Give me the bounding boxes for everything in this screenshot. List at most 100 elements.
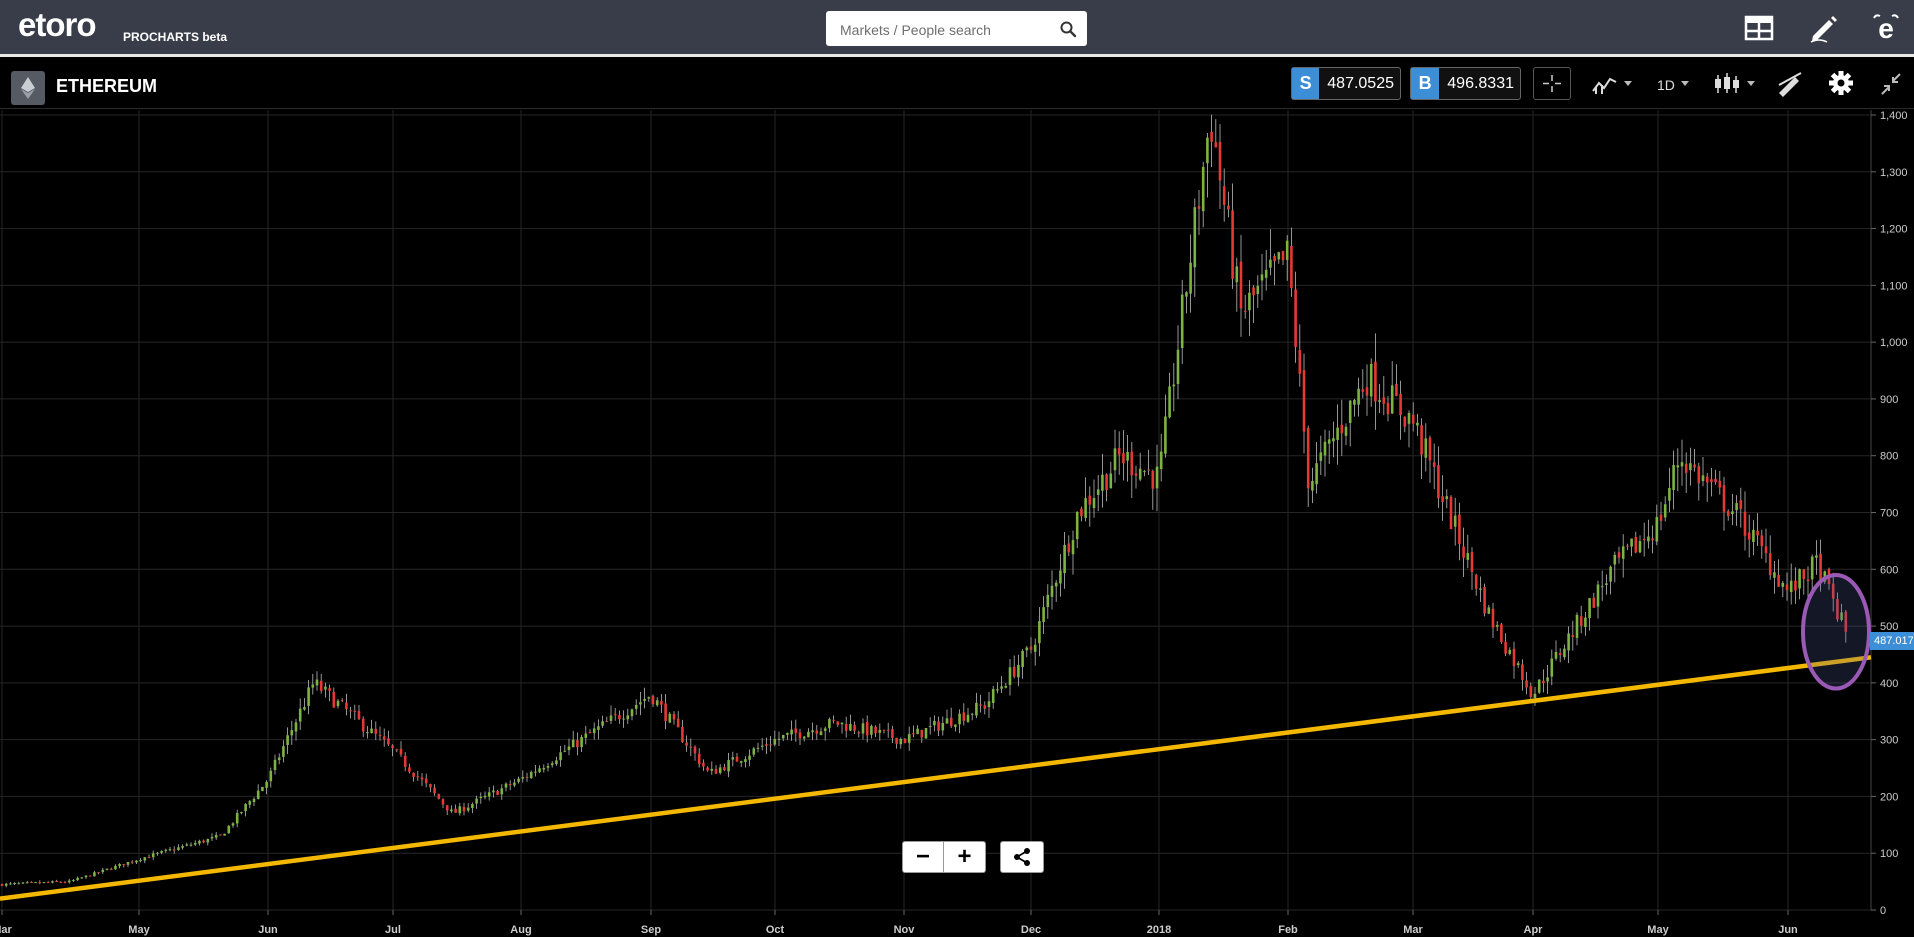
candle-down: [496, 791, 499, 795]
candle-down: [1395, 383, 1398, 397]
candle-up: [819, 731, 823, 735]
candle-up: [139, 860, 142, 862]
candle-up: [1554, 652, 1558, 659]
candle-down: [1231, 210, 1234, 279]
candle-up: [1495, 625, 1499, 627]
candle-up: [265, 781, 268, 788]
etoro-e-icon[interactable]: e: [1870, 12, 1902, 44]
candlestick-type-icon: [1715, 73, 1739, 93]
candle-up: [1172, 384, 1176, 387]
candle-up: [546, 766, 550, 768]
product-name: PROCHARTS beta: [123, 30, 228, 44]
candle-up: [1126, 452, 1129, 461]
candle-down: [1819, 553, 1822, 584]
candle-down: [937, 721, 940, 731]
candle-down: [122, 864, 126, 866]
candle-up: [1319, 452, 1323, 461]
price-chart[interactable]: 1,400 1,300 1,200 1,100 1,000 900 800 700 600 500…: [0, 110, 1914, 937]
candle-down: [1012, 666, 1016, 677]
candle-up: [307, 687, 310, 706]
candle-down: [1130, 451, 1134, 476]
sell-button[interactable]: S 487.0525: [1291, 67, 1401, 100]
candle-up: [668, 713, 672, 723]
candle-down: [1525, 680, 1528, 688]
candle-up: [227, 825, 231, 834]
chart-type-button[interactable]: [1712, 67, 1756, 100]
candle-down: [1088, 495, 1092, 505]
candle-up: [655, 700, 659, 706]
candle-up: [1159, 451, 1163, 470]
share-button[interactable]: [1000, 841, 1044, 873]
candle-down: [1252, 287, 1255, 296]
zoom-in-button[interactable]: +: [944, 841, 986, 873]
candle-up: [954, 724, 957, 727]
zoom-out-button[interactable]: −: [902, 841, 944, 873]
candle-down: [1361, 389, 1365, 392]
candle-down: [983, 705, 987, 709]
candle-up: [647, 697, 651, 699]
chevron-down-icon: [1747, 81, 1755, 86]
layout-icon[interactable]: [1743, 12, 1775, 44]
candle-up: [958, 713, 961, 725]
candle-up: [601, 721, 604, 726]
indicators-button[interactable]: [1590, 67, 1634, 100]
candle-up: [1781, 582, 1785, 587]
pencil-icon[interactable]: [1807, 12, 1839, 44]
search-input[interactable]: [838, 11, 1052, 48]
settings-icon: [1829, 71, 1853, 95]
candle-up: [1676, 465, 1680, 468]
candle-down: [361, 718, 365, 732]
candle-down: [1768, 553, 1772, 576]
candle-down: [874, 726, 877, 734]
settings-button[interactable]: [1826, 67, 1858, 100]
candle-down: [853, 725, 856, 731]
candle-up: [756, 747, 760, 749]
candle-up: [727, 760, 730, 772]
candle-up: [1063, 544, 1066, 574]
candle-up: [206, 838, 210, 843]
candle-down: [1399, 393, 1402, 416]
collapse-button[interactable]: [1876, 67, 1908, 100]
candle-down: [979, 704, 982, 706]
candle-down: [765, 744, 768, 746]
candle-up: [1466, 553, 1470, 560]
candle-down: [1844, 611, 1848, 632]
candle-down: [130, 861, 134, 863]
candle-up: [193, 842, 197, 845]
collapse-icon: [1881, 73, 1901, 95]
highlight-circle: [1801, 572, 1871, 691]
candle-up: [504, 783, 508, 788]
x-tick-label: Dec: [1021, 924, 1041, 936]
candle-up: [1655, 517, 1659, 542]
drawing-tools-button[interactable]: [1775, 67, 1809, 100]
y-tick-label: 1,100: [1880, 280, 1908, 292]
search-box[interactable]: [826, 11, 1087, 48]
candle-up: [1235, 266, 1239, 283]
candle-up: [513, 782, 516, 786]
drawing-tools-icon: [1778, 72, 1802, 97]
candle-up: [1260, 274, 1264, 281]
candle-up: [298, 708, 302, 722]
candle-down: [1617, 552, 1621, 558]
candle-up: [1092, 498, 1096, 509]
crosshair-button[interactable]: [1533, 67, 1571, 100]
candle-up: [1084, 498, 1087, 518]
y-axis: 1,400 1,300 1,200 1,100 1,000 900 800 700 600 500…: [1871, 110, 1908, 917]
y-tick-label: 400: [1880, 678, 1898, 690]
y-tick-label: 600: [1880, 564, 1898, 576]
candle-down: [1386, 402, 1390, 415]
candle-down: [1290, 245, 1293, 289]
candle-up: [1201, 166, 1205, 212]
candle-up: [164, 849, 168, 851]
candle-down: [1579, 616, 1583, 626]
search-icon[interactable]: [1059, 20, 1077, 38]
candle-up: [1033, 644, 1037, 652]
candle-down: [1659, 514, 1663, 521]
candle-up: [597, 726, 600, 730]
etoro-logo[interactable]: etoro: [18, 6, 96, 43]
candle-up: [1075, 511, 1079, 540]
candle-up: [718, 767, 722, 773]
buy-button[interactable]: B 496.8331: [1410, 67, 1521, 100]
timeframe-selector[interactable]: 1D: [1657, 77, 1675, 93]
candle-up: [336, 700, 340, 707]
